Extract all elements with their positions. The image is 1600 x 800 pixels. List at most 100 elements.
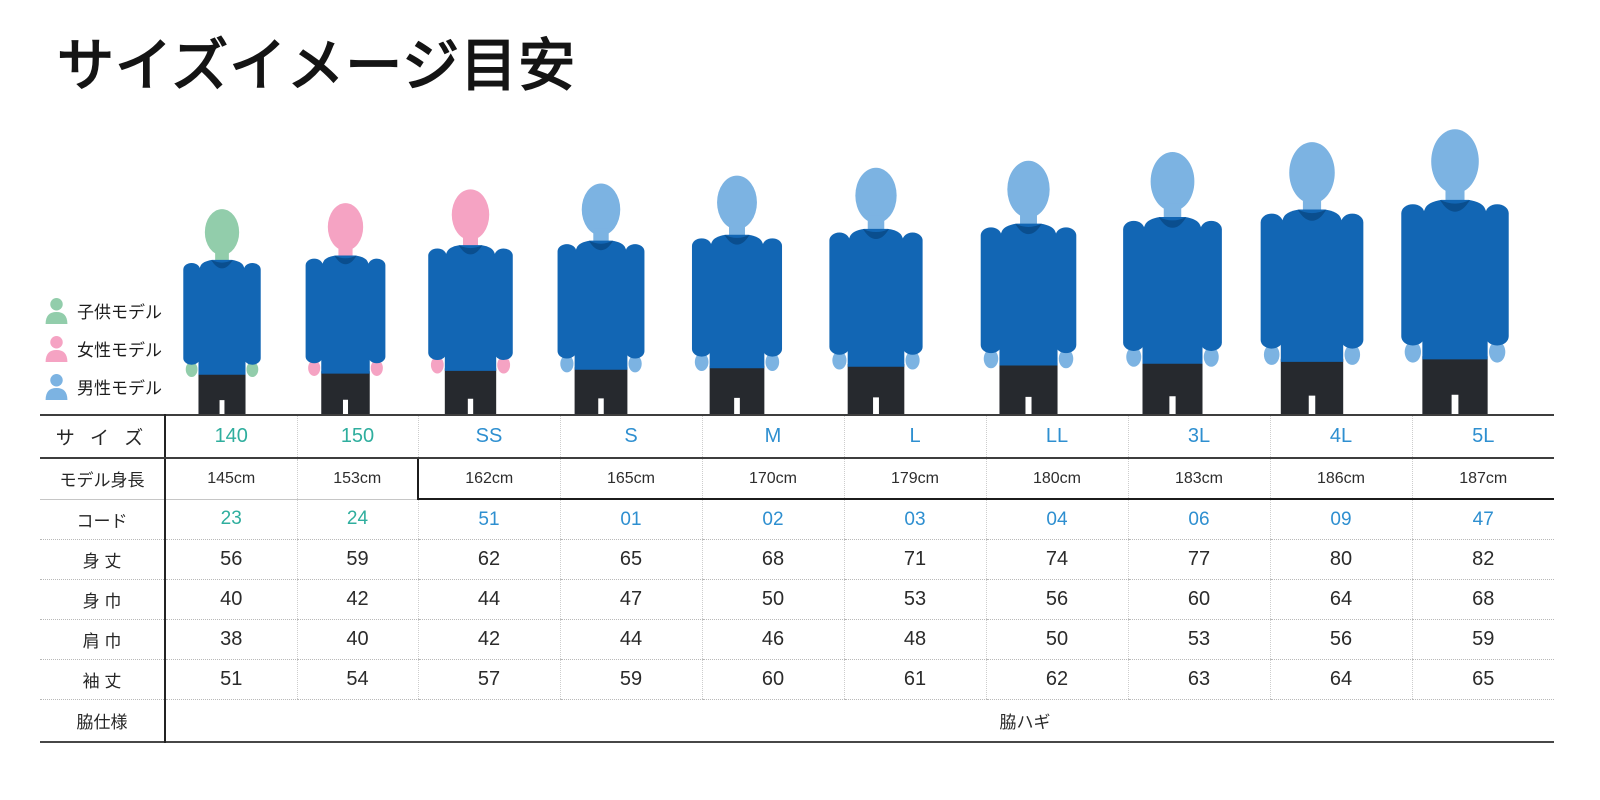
legend-item-male: 男性モデル [44,367,162,405]
model-figure-5L [1401,129,1509,414]
body-width-cell: 56 [985,579,1128,620]
code-cell: 04 [985,499,1128,540]
body-length-cell: 65 [559,539,702,580]
body-length-cell: 74 [985,539,1128,580]
size-cell: M [701,415,844,459]
sleeve-length-cell: 62 [985,659,1128,700]
size-cell: 140 [165,415,297,459]
body-length-cell: 71 [843,539,986,580]
body-length-cell: 68 [701,539,844,580]
size-cell: SS [417,415,560,459]
model-height-cell: 183cm [1127,458,1270,500]
side-spec-cell: 脇ハギ [999,713,1051,732]
shoulder-width-cell: 40 [296,619,418,660]
size-cell: LL [985,415,1128,459]
legend-item-female: 女性モデル [44,329,162,367]
row-side-spec: 脇仕様 脇ハギ [40,699,1554,742]
code-cell: 23 [165,499,297,540]
code-cell: 03 [843,499,986,540]
code-cell: 02 [701,499,844,540]
model-figure-4L [1260,142,1364,414]
model-height-cell: 165cm [559,458,702,500]
body-length-cell: 59 [296,539,418,580]
row-size: サ イ ズ 140 150 SS S M L LL 3L 4L 5L [40,415,1554,459]
shoulder-width-cell: 50 [985,619,1128,660]
sleeve-length-cell: 54 [296,659,418,700]
sleeve-length-cell: 64 [1269,659,1412,700]
legend-item-child: 子供モデル [44,291,162,329]
code-cell: 01 [559,499,702,540]
sleeve-length-cell: 57 [417,659,560,700]
row-label-sleeve-length: 袖 丈 [40,659,166,700]
shoulder-width-cell: 59 [1411,619,1554,660]
child-model-icon [45,297,68,324]
code-cell: 09 [1269,499,1412,540]
model-figure-SS [427,189,513,414]
body-length-cell: 62 [417,539,560,580]
body-width-cell: 42 [296,579,418,620]
model-figure-150 [305,203,385,414]
row-shoulder-width: 肩 巾 38 40 42 44 46 48 50 53 56 59 [40,619,1554,660]
body-width-cell: 40 [165,579,297,620]
model-figure-140 [183,209,261,414]
shoulder-width-cell: 42 [417,619,560,660]
model-figure-L [829,167,923,414]
size-cell: L [843,415,986,459]
model-height-cell: 179cm [843,458,986,500]
size-cell: 3L [1127,415,1270,459]
body-width-cell: 64 [1269,579,1412,620]
row-label-shoulder-width: 肩 巾 [40,619,166,660]
row-sleeve-length: 袖 丈 51 54 57 59 60 61 62 63 64 65 [40,659,1554,700]
sleeve-length-cell: 60 [701,659,844,700]
model-height-cell: 186cm [1269,458,1412,500]
male-model-icon [45,373,68,400]
body-length-cell: 77 [1127,539,1270,580]
row-label-body-width: 身 巾 [40,579,166,620]
shoulder-width-cell: 48 [843,619,986,660]
body-length-cell: 56 [165,539,297,580]
body-length-cell: 82 [1411,539,1554,580]
body-width-cell: 47 [559,579,702,620]
shoulder-width-cell: 44 [559,619,702,660]
row-body-length: 身 丈 56 59 62 65 68 71 74 77 80 82 [40,539,1554,580]
body-width-cell: 50 [701,579,844,620]
row-body-width: 身 巾 40 42 44 47 50 53 56 60 64 68 [40,579,1554,620]
legend-label-child: 子供モデル [77,302,162,322]
legend-label-female: 女性モデル [77,340,162,360]
body-width-cell: 44 [417,579,560,620]
body-width-cell: 60 [1127,579,1270,620]
model-height-cell: 187cm [1411,458,1554,500]
row-label-code: コード [40,499,166,540]
model-figure-M [691,175,783,414]
model-figure-3L [1122,151,1222,414]
shoulder-width-cell: 46 [701,619,844,660]
row-label-model-height: モデル身長 [40,458,166,500]
sleeve-length-cell: 51 [165,659,297,700]
model-height-cell: 153cm [296,458,418,500]
sleeve-length-cell: 59 [559,659,702,700]
body-width-cell: 53 [843,579,986,620]
code-cell: 47 [1411,499,1554,540]
model-figure-S [557,183,645,414]
shoulder-width-cell: 53 [1127,619,1270,660]
body-width-cell: 68 [1411,579,1554,620]
row-label-side-spec: 脇仕様 [40,699,166,742]
sleeve-length-cell: 61 [843,659,986,700]
size-cell: 4L [1269,415,1412,459]
model-legend: 子供モデル 女性モデル 男性モデル [44,291,162,405]
size-cell: S [559,415,702,459]
row-model-height: モデル身長 145cm 153cm 162cm 165cm 170cm 179c… [40,458,1554,500]
sleeve-length-cell: 65 [1411,659,1554,700]
shoulder-width-cell: 56 [1269,619,1412,660]
code-cell: 06 [1127,499,1270,540]
body-length-cell: 80 [1269,539,1412,580]
model-height-cell: 170cm [701,458,844,500]
female-model-icon [45,335,68,362]
row-label-body-length: 身 丈 [40,539,166,580]
model-height-cell: 162cm [417,458,560,500]
code-cell: 24 [296,499,418,540]
size-cell: 150 [296,415,418,459]
page-title: サイズイメージ目安 [57,34,577,98]
model-figure-LL [980,160,1076,414]
